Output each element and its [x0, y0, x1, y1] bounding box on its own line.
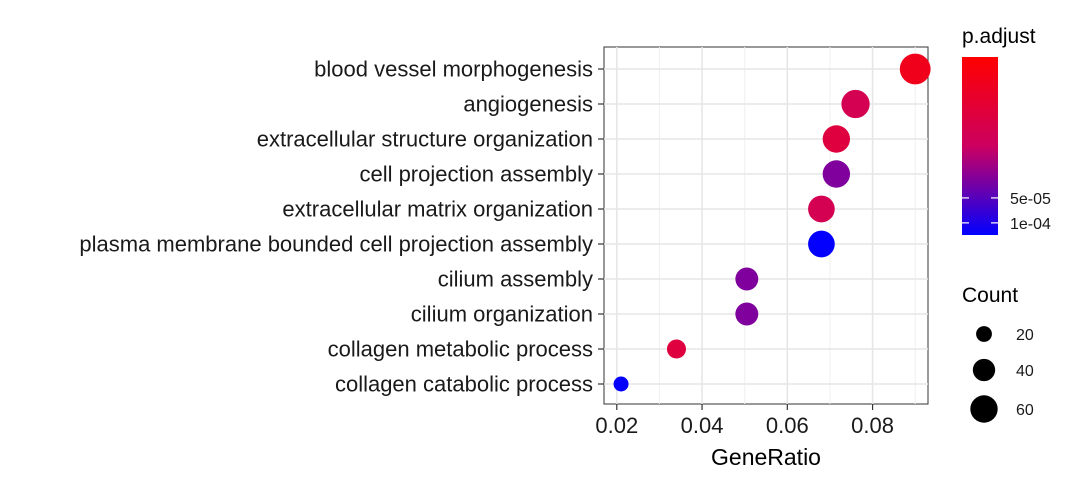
size-legend-items: 20 40 60: [970, 326, 1034, 423]
y-tick-label: extracellular matrix organization: [282, 197, 593, 222]
data-point: [822, 125, 851, 153]
size-legend-dot: [976, 326, 992, 342]
y-tick-label: angiogenesis: [463, 92, 593, 117]
x-axis-label: GeneRatio: [711, 444, 821, 470]
grid-lines: [604, 47, 928, 404]
size-legend-title: Count: [962, 284, 1018, 307]
plot-panel: [603, 46, 929, 405]
color-legend-bar: [962, 57, 998, 235]
size-legend-label: 40: [1016, 363, 1034, 380]
data-point: [808, 230, 835, 258]
data-points: [613, 53, 931, 392]
y-tick-label: cell projection assembly: [359, 162, 593, 187]
y-tick-label: cilium assembly: [438, 267, 593, 292]
y-tick-label: collagen metabolic process: [328, 337, 593, 362]
size-legend-dot: [970, 395, 998, 423]
data-point: [613, 376, 629, 392]
size-legend-dot: [972, 358, 996, 382]
y-tick-label: cilium organization: [411, 302, 593, 327]
data-point: [808, 195, 835, 223]
color-legend-title: p.adjust: [962, 25, 1036, 48]
size-legend-label: 20: [1016, 327, 1034, 344]
y-tick-label: extracellular structure organization: [257, 127, 593, 152]
y-tick-label: collagen catabolic process: [335, 372, 593, 397]
x-tick-label: 0.08: [851, 413, 894, 438]
x-tick-label: 0.04: [681, 413, 724, 438]
data-point: [822, 160, 851, 188]
y-tick-label: blood vessel morphogenesis: [314, 57, 593, 82]
y-axis: blood vessel morphogenesis angiogenesis ex…: [79, 57, 604, 397]
data-point: [735, 302, 759, 326]
data-point: [735, 267, 759, 291]
color-legend-ticks: 5e-05 1e-04: [962, 191, 1051, 233]
x-tick-label: 0.02: [595, 413, 638, 438]
data-point: [666, 339, 686, 359]
data-point: [899, 53, 931, 85]
x-tick-label: 0.06: [766, 413, 809, 438]
x-axis: 0.02 0.04 0.06 0.08: [595, 404, 894, 438]
color-legend-label: 5e-05: [1010, 191, 1051, 208]
color-legend-label: 1e-04: [1010, 216, 1051, 233]
y-tick-label: plasma membrane bounded cell projection …: [79, 232, 593, 257]
size-legend-label: 60: [1016, 402, 1034, 419]
data-point: [841, 89, 870, 119]
